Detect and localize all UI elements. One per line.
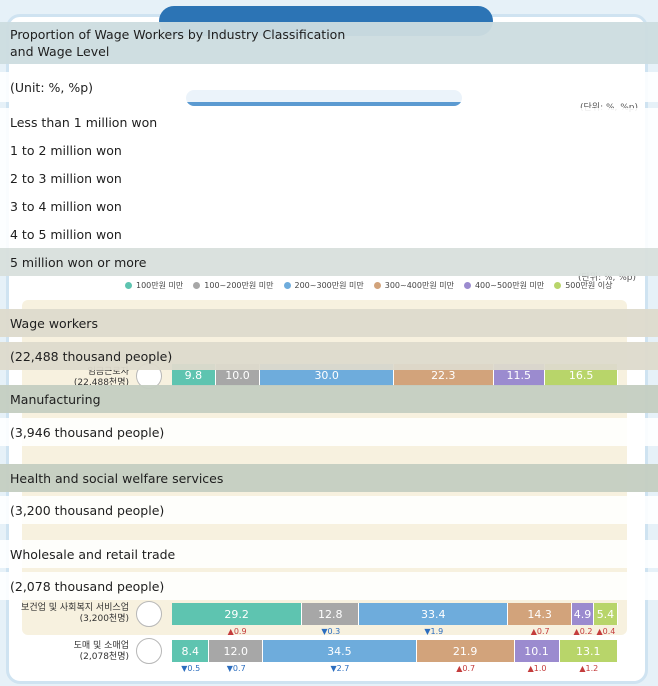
legend-label: 200~300만원 미만 <box>294 281 364 290</box>
title-overlay: Proportion of Wage Workers by Industry C… <box>0 22 658 64</box>
legend-swatch <box>373 282 381 289</box>
legend-item: 500만원 이상 <box>554 280 612 291</box>
bar-segment: 21.9 <box>416 640 515 662</box>
change-label: ▲0.9 <box>227 627 247 636</box>
legend-overlay-4: 3 to 4 million won <box>0 192 658 220</box>
row-count: (2,078천명) <box>79 652 129 662</box>
change-label: ▲0.4 <box>596 627 616 636</box>
row-overlay-name-1: Wage workers <box>0 309 658 337</box>
change-label: ▲0.7 <box>456 664 476 673</box>
legend-item: 200~300만원 미만 <box>283 280 364 291</box>
row-name: 도매 및 소매업 <box>73 641 129 651</box>
legend-overlay-3: 2 to 3 million won <box>0 164 658 192</box>
bar-row-health: 29.2 12.8 33.4 14.3 4.9 5.4 <box>172 603 618 625</box>
title-line-2: and Wage Level <box>10 44 110 59</box>
legend-overlay-5: 4 to 5 million won <box>0 220 658 248</box>
legend-swatch <box>554 282 562 289</box>
title-line-1: Proportion of Wage Workers by Industry C… <box>10 27 346 42</box>
legend-label: 300~400만원 미만 <box>384 281 454 290</box>
row-overlay-count-4: (2,078 thousand people) <box>0 572 658 600</box>
legend-label: 100만원 미만 <box>136 281 184 290</box>
row-overlay-count-2: (3,946 thousand people) <box>0 418 658 446</box>
bar-segment: 12.8 <box>302 603 360 625</box>
korean-unit-label-chart: (단위: %, %p) <box>578 273 637 283</box>
chart-legend: 100만원 미만 100~200만원 미만 200~300만원 미만 300~4… <box>125 280 612 291</box>
bar-segment: 34.5 <box>262 640 417 662</box>
legend-item: 300~400만원 미만 <box>373 280 454 291</box>
legend-overlay-2: 1 to 2 million won <box>0 136 658 164</box>
row-overlay-count-1: (22,488 thousand people) <box>0 342 658 370</box>
change-label: ▼0.7 <box>226 664 246 673</box>
row-name: 보건업 및 사회복지 서비스업 <box>21 603 129 613</box>
row-count: (3,200천명) <box>79 614 129 624</box>
change-label: ▼1.9 <box>424 627 444 636</box>
legend-overlay-6: 5 million won or more <box>0 248 658 276</box>
bar-segment: 13.1 <box>559 640 618 662</box>
bar-segment: 12.0 <box>209 640 263 662</box>
bar-segment: 10.1 <box>514 640 560 662</box>
row-overlay-name-2: Manufacturing <box>0 385 658 413</box>
legend-swatch <box>283 282 291 289</box>
legend-label: 400~500만원 미만 <box>474 281 545 290</box>
change-label: ▲1.2 <box>579 664 599 673</box>
row-overlay-name-4: Wholesale and retail trade <box>0 540 658 568</box>
bar-row-retail: 8.4 12.0 34.5 21.9 10.1 13.1 <box>172 640 618 662</box>
row-label-wage-workers: 임금근로자 (22,488천명) <box>0 367 129 389</box>
bar-segment: 29.2 <box>172 603 303 625</box>
legend-swatch <box>463 282 471 289</box>
legend-label: 500만원 이상 <box>565 281 613 290</box>
row-name: 임금근로자 <box>87 367 129 377</box>
legend-item: 400~500만원 미만 <box>463 280 545 291</box>
legend-swatch <box>193 282 201 289</box>
legend-swatch <box>125 282 132 289</box>
legend-item: 100만원 미만 <box>125 280 183 291</box>
row-label-retail: 도매 및 소매업 (2,078천명) <box>0 641 129 663</box>
legend-overlay-1: Less than 1 million won <box>0 108 658 136</box>
legend-label: 100~200만원 미만 <box>204 281 274 290</box>
bar-segment: 8.4 <box>172 640 210 662</box>
bar-segment: 4.9 <box>572 603 594 625</box>
change-label: ▲0.7 <box>530 627 550 636</box>
bar-segment: 14.3 <box>508 603 573 625</box>
bar-segment: 5.4 <box>593 603 618 625</box>
row-overlay-name-3: Health and social welfare services <box>0 464 658 492</box>
clerk-avatar-icon <box>136 638 162 664</box>
bar-segment: 33.4 <box>359 603 509 625</box>
unit-overlay: (Unit: %, %p) <box>0 72 658 102</box>
row-label-health: 보건업 및 사회복지 서비스업 (3,200천명) <box>0 603 129 625</box>
change-label: ▲0.2 <box>573 627 593 636</box>
nurse-avatar-icon <box>136 601 162 627</box>
change-label: ▼2.7 <box>330 664 350 673</box>
row-count: (22,488천명) <box>73 378 129 388</box>
legend-item: 100~200만원 미만 <box>193 280 274 291</box>
change-label: ▼0.3 <box>321 627 341 636</box>
row-overlay-count-3: (3,200 thousand people) <box>0 496 658 524</box>
change-label: ▼0.5 <box>181 664 201 673</box>
change-label: ▲1.0 <box>527 664 547 673</box>
